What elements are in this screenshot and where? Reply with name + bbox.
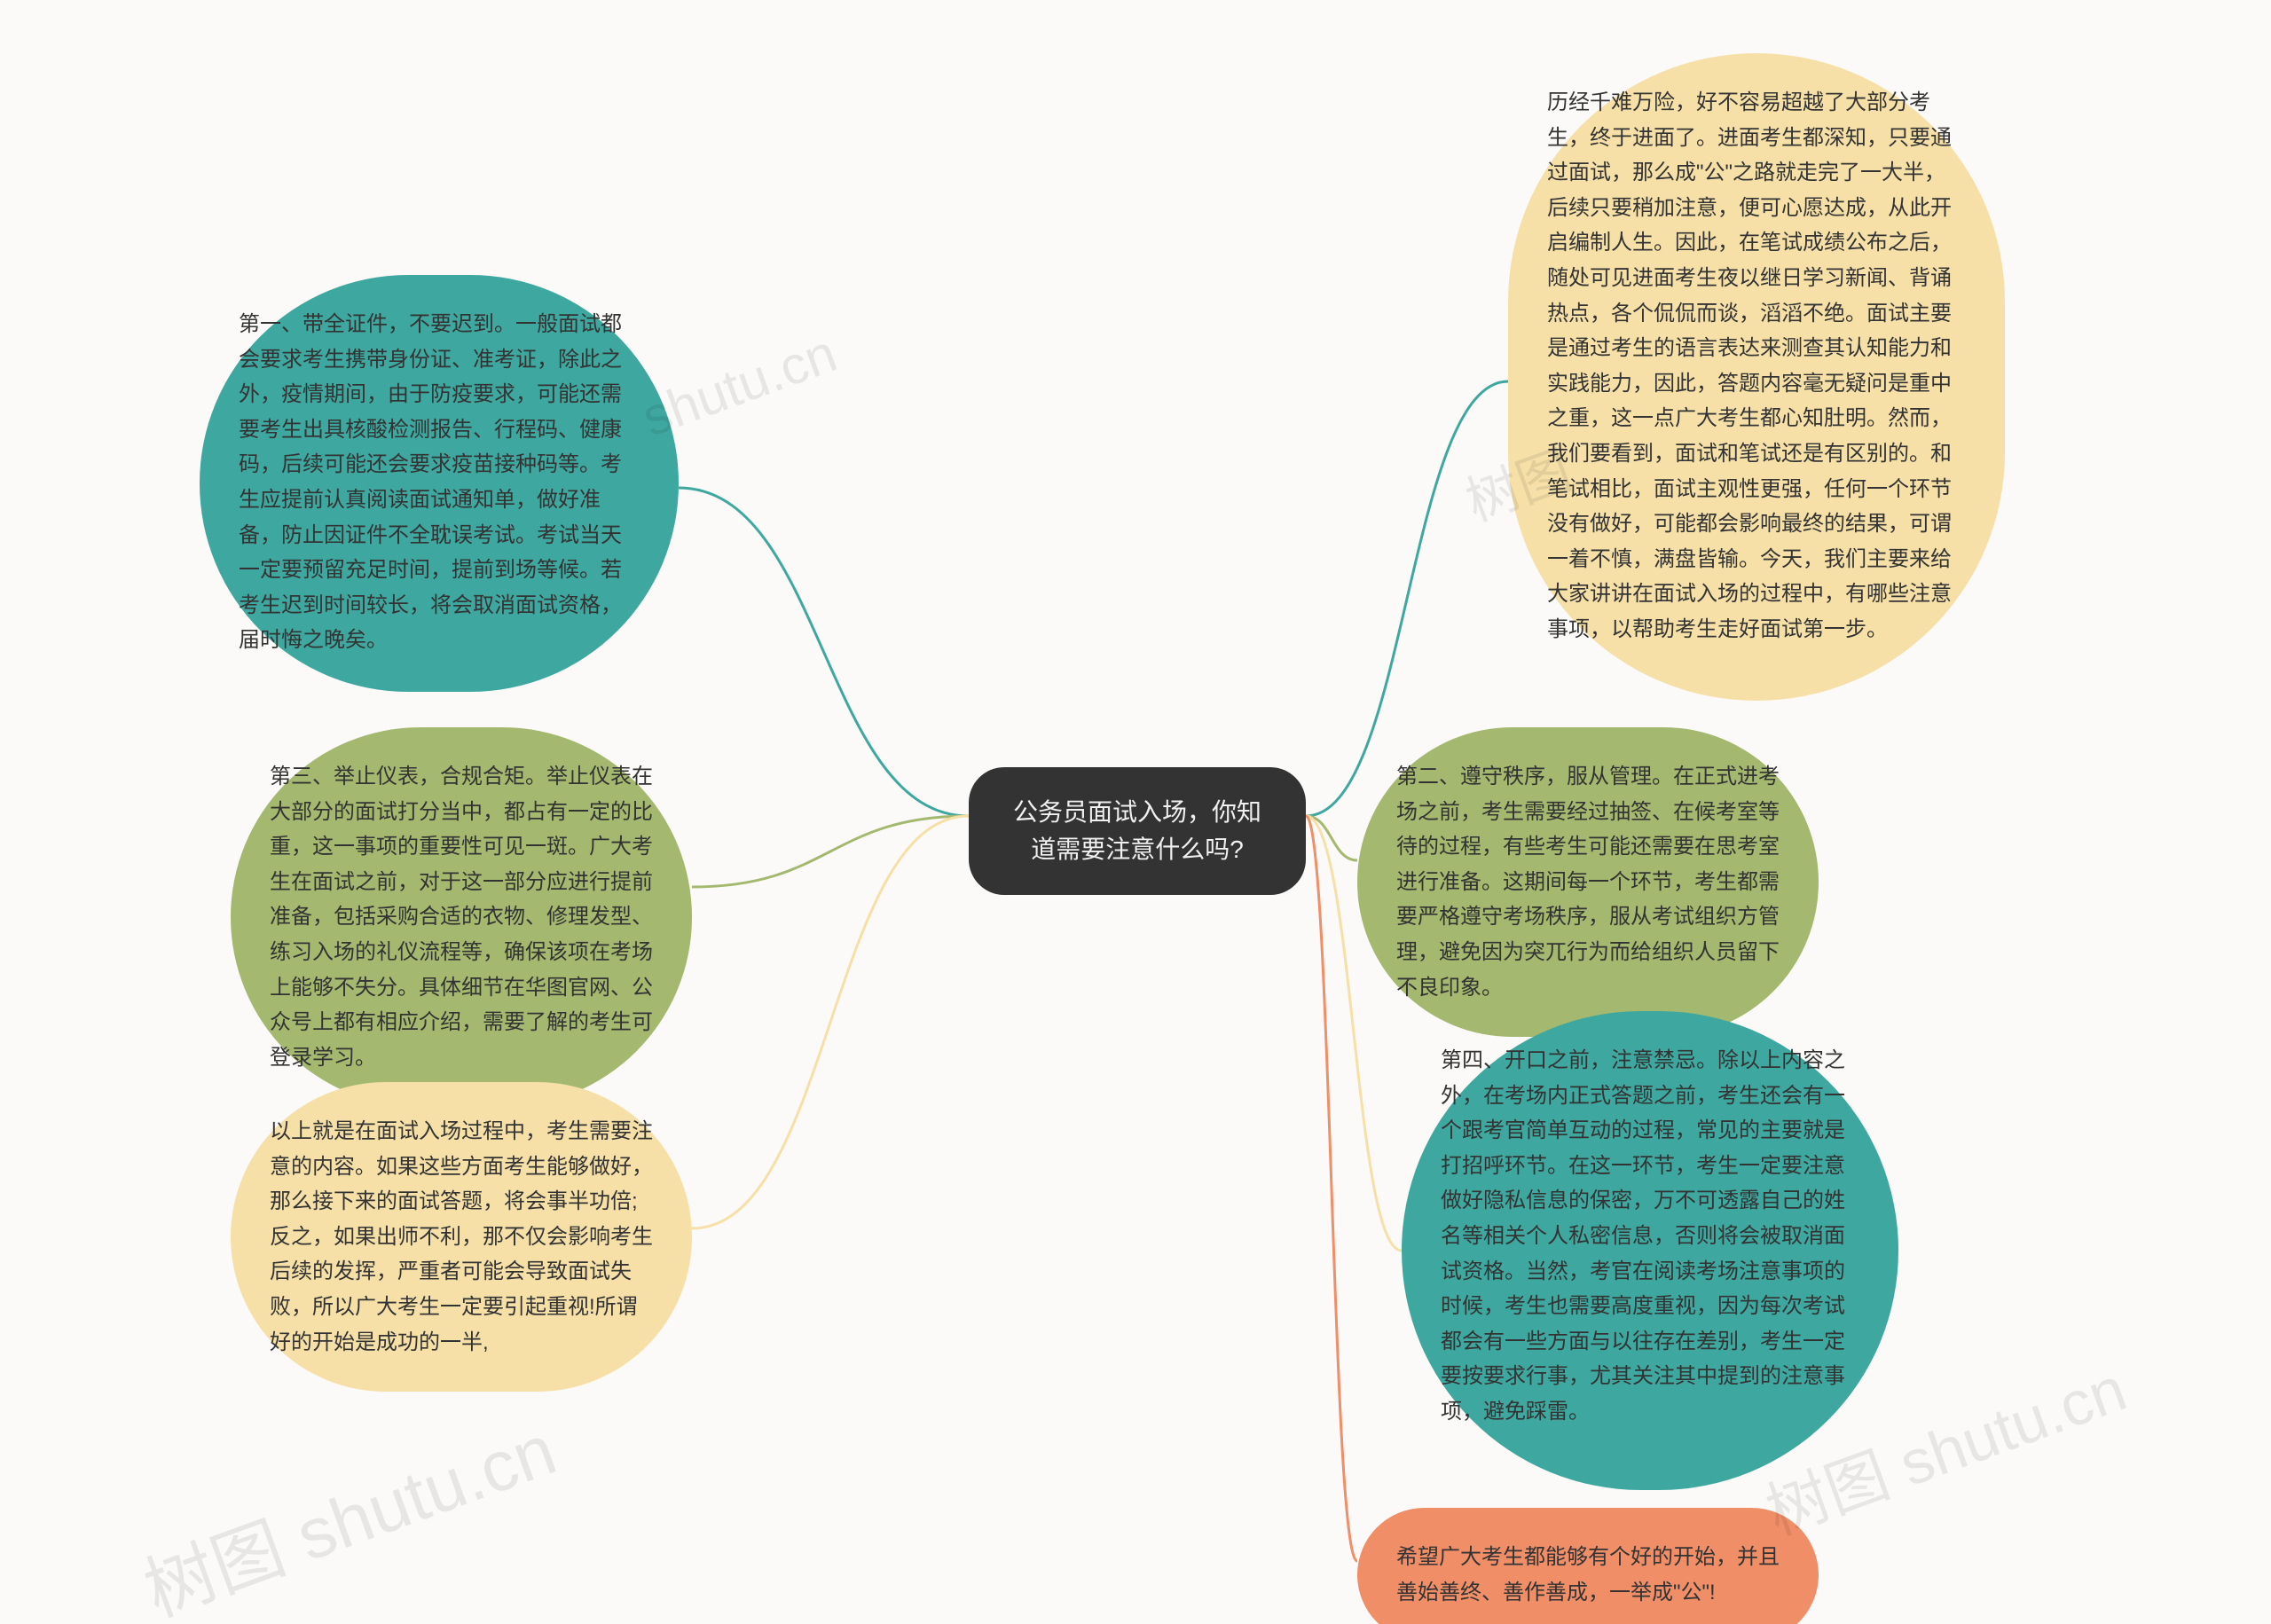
node-second: 第二、遵守秩序，服从管理。在正式进考场之前，考生需要经过抽签、在候考室等待的过程… — [1357, 727, 1819, 1037]
node-text-intro: 历经千难万险，好不容易超越了大部分考生，终于进面了。进面考生都深知，只要通过面试… — [1547, 90, 1952, 641]
node-summary: 以上就是在面试入场过程中，考生需要注意的内容。如果这些方面考生能够做好，那么接下… — [231, 1082, 692, 1392]
connector-hope — [1306, 816, 1357, 1561]
node-fourth: 第四、开口之前，注意禁忌。除以上内容之外，在考场内正式答题之前，考生还会有一个跟… — [1402, 1011, 1898, 1490]
node-hope: 希望广大考生都能够有个好的开始，并且善始善终、善作善成，一举成"公"! — [1357, 1508, 1819, 1624]
center-node: 公务员面试入场，你知道需要注意什么吗? — [969, 767, 1306, 895]
node-intro: 历经千难万险，好不容易超越了大部分考生，终于进面了。进面考生都深知，只要通过面试… — [1508, 53, 2005, 701]
node-text-hope: 希望广大考生都能够有个好的开始，并且善始善终、善作善成，一举成"公"! — [1396, 1545, 1780, 1604]
connector-summary — [692, 816, 969, 1228]
connector-third — [692, 816, 969, 887]
connector-first — [679, 488, 969, 816]
connector-second — [1306, 816, 1357, 860]
node-first: 第一、带全证件，不要迟到。一般面试都会要求考生携带身份证、准考证，除此之外，疫情… — [200, 275, 679, 692]
node-third: 第三、举止仪表，合规合矩。举止仪表在大部分的面试打分当中，都占有一定的比重，这一… — [231, 727, 692, 1107]
center-text: 公务员面试入场，你知道需要注意什么吗? — [1013, 798, 1261, 863]
node-text-fourth: 第四、开口之前，注意禁忌。除以上内容之外，在考场内正式答题之前，考生还会有一个跟… — [1441, 1048, 1845, 1424]
watermark-0: 树图 shutu.cn — [129, 1393, 568, 1624]
node-text-summary: 以上就是在面试入场过程中，考生需要注意的内容。如果这些方面考生能够做好，那么接下… — [270, 1119, 653, 1354]
node-text-first: 第一、带全证件，不要迟到。一般面试都会要求考生携带身份证、准考证，除此之外，疫情… — [239, 312, 622, 652]
node-text-second: 第二、遵守秩序，服从管理。在正式进考场之前，考生需要经过抽签、在候考室等待的过程… — [1396, 765, 1780, 1000]
node-text-third: 第三、举止仪表，合规合矩。举止仪表在大部分的面试打分当中，都占有一定的比重，这一… — [270, 765, 653, 1070]
